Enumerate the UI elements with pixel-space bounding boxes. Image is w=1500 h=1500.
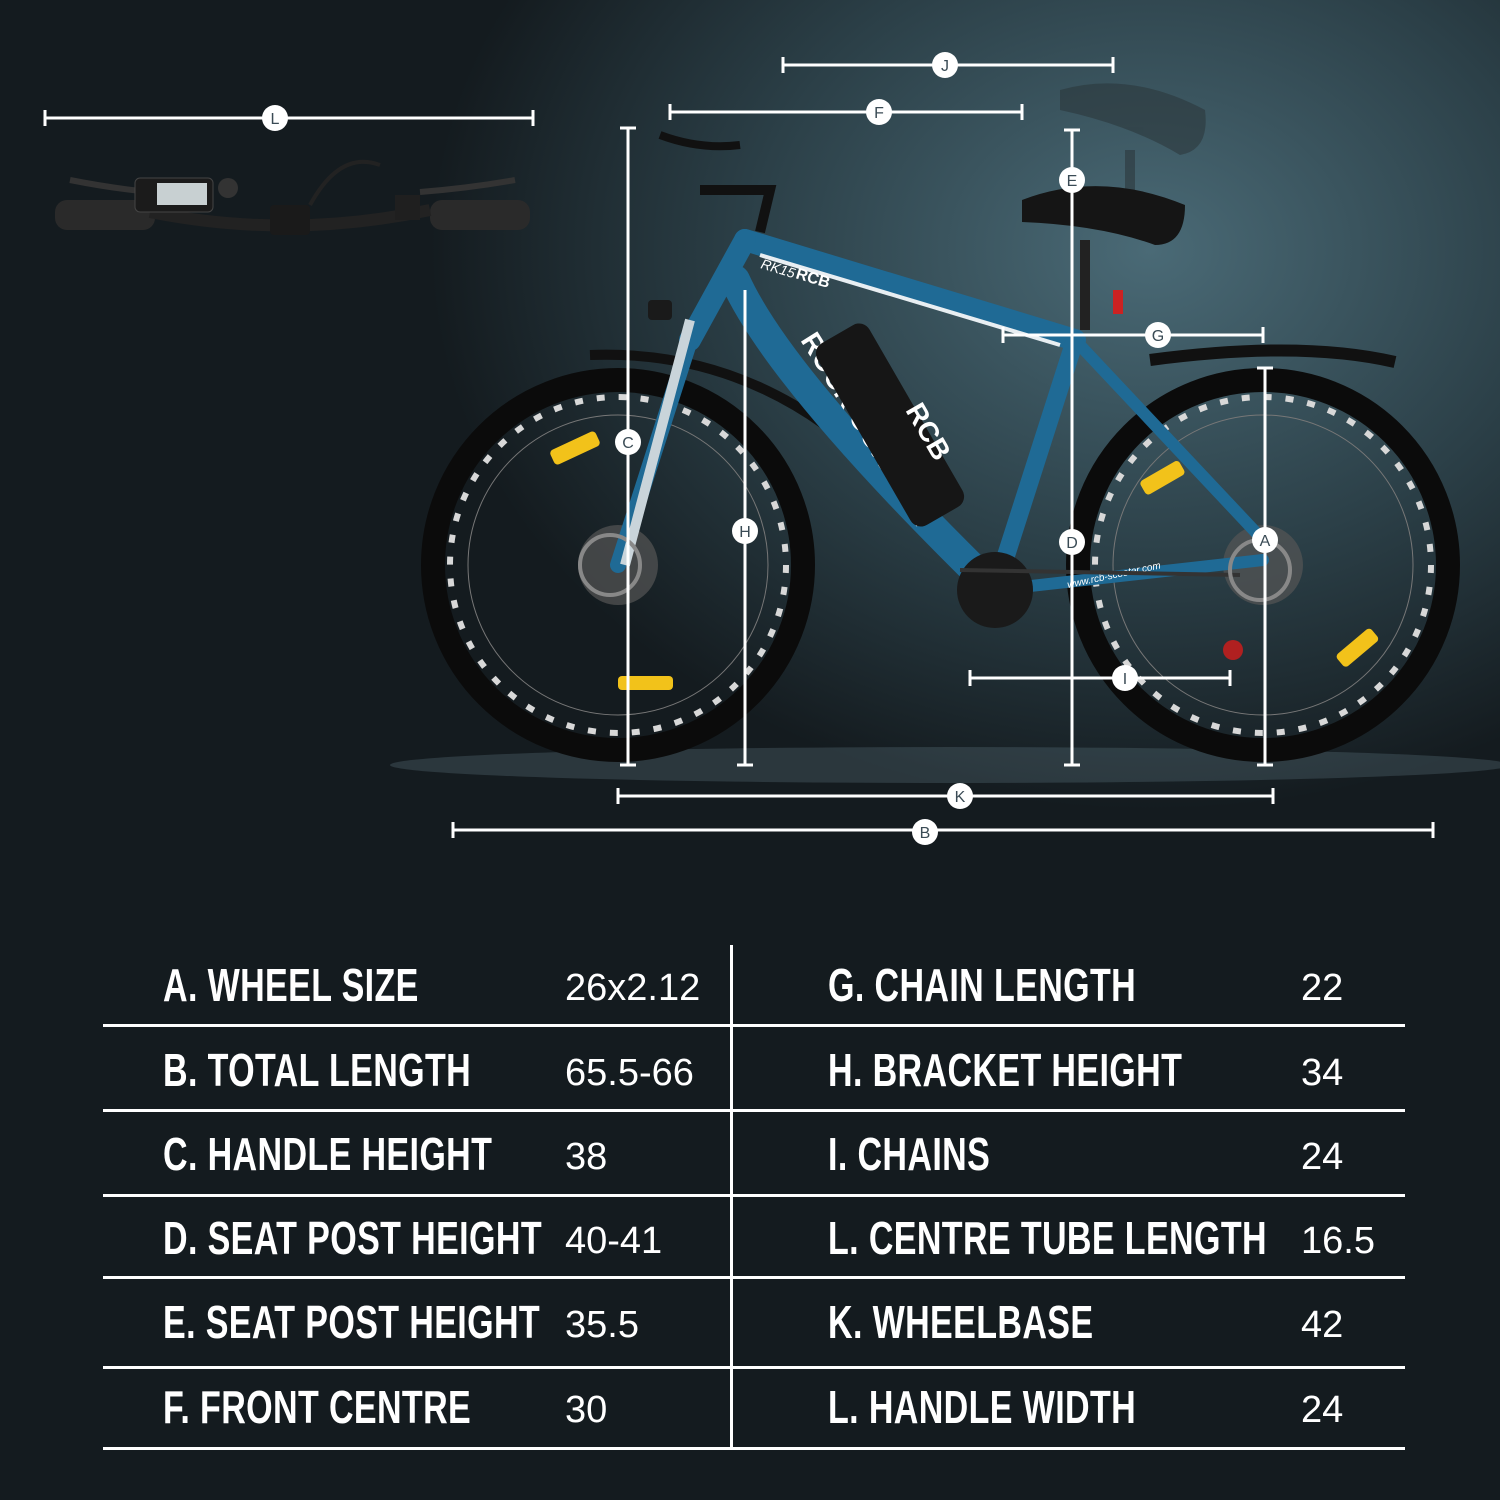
svg-text:J: J — [941, 58, 949, 75]
seat — [1022, 186, 1185, 330]
fork — [620, 318, 695, 567]
spec-label: B. TOTAL LENGTH — [163, 1044, 472, 1096]
marker-b: B — [912, 819, 938, 845]
row-divider — [103, 1447, 1405, 1450]
marker-g: G — [1145, 322, 1171, 348]
dimension-line-a — [1257, 366, 1273, 767]
marker-j: J — [932, 52, 958, 78]
spec-table — [103, 945, 1405, 1450]
rear-fender — [1149, 344, 1397, 368]
spec-label: A. WHEEL SIZE — [163, 959, 419, 1011]
spec-value: 26x2.12 — [565, 967, 701, 1009]
marker-c: C — [615, 429, 641, 455]
spec-label: C. HANDLE HEIGHT — [163, 1128, 493, 1180]
row-divider — [103, 1194, 1405, 1197]
marker-e: E — [1059, 167, 1085, 193]
spec-label: D. SEAT POST HEIGHT — [163, 1212, 542, 1264]
dimension-line-g — [1001, 327, 1265, 343]
dimension-line-e-d — [1064, 128, 1080, 767]
spec-label: F. FRONT CENTRE — [163, 1381, 472, 1433]
spec-value: 40-41 — [565, 1220, 663, 1262]
seat-raised — [1060, 83, 1206, 210]
marker-i: I — [1112, 665, 1138, 691]
spec-value: 38 — [565, 1136, 608, 1178]
spec-value: 34 — [1301, 1052, 1344, 1094]
bike-diagram: RK15 RCB ROCK OUR LIFE www.rcb-scooter.c… — [43, 52, 1500, 845]
svg-text:I: I — [1123, 671, 1127, 688]
stem — [700, 185, 777, 234]
marker-a: A — [1252, 527, 1278, 553]
dimension-line-b — [451, 822, 1435, 838]
spec-value: 30 — [565, 1389, 608, 1431]
spec-label: K. WHEELBASE — [828, 1296, 1094, 1348]
spec-value: 22 — [1301, 967, 1344, 1009]
front-fender — [589, 349, 828, 430]
front-disc-brake — [578, 533, 642, 597]
dimension-line-l — [43, 110, 535, 126]
svg-text:D: D — [1066, 535, 1078, 552]
spec-value: 65.5-66 — [565, 1052, 694, 1094]
spec-label: G. CHAIN LENGTH — [828, 959, 1137, 1011]
svg-text:B: B — [920, 825, 931, 842]
svg-text:C: C — [622, 435, 634, 452]
handlebar-image — [55, 159, 530, 235]
headlight — [648, 300, 672, 320]
row-divider — [103, 1109, 1405, 1112]
spec-label: E. SEAT POST HEIGHT — [163, 1296, 541, 1348]
marker-f: F — [866, 99, 892, 125]
handlebar — [658, 131, 741, 151]
svg-text:K: K — [955, 789, 966, 806]
derailleur — [1223, 640, 1243, 660]
spec-label: L. HANDLE WIDTH — [828, 1381, 1137, 1433]
dimension-line-i — [968, 670, 1232, 686]
svg-text:F: F — [874, 105, 884, 122]
marker-k: K — [947, 783, 973, 809]
svg-text:L: L — [271, 111, 280, 128]
svg-text:A: A — [1260, 533, 1271, 550]
svg-text:H: H — [739, 524, 751, 541]
chain — [959, 568, 1241, 577]
spec-value: 42 — [1301, 1304, 1344, 1346]
spec-label: L. CENTRE TUBE LENGTH — [828, 1212, 1267, 1264]
frame-stripe — [759, 253, 1061, 347]
row-divider — [103, 1024, 1405, 1027]
row-divider — [103, 1366, 1405, 1369]
spec-label: H. BRACKET HEIGHT — [828, 1044, 1183, 1096]
spec-value: 24 — [1301, 1136, 1344, 1178]
marker-d: D — [1059, 529, 1085, 555]
svg-text:E: E — [1067, 173, 1078, 190]
row-divider — [103, 1276, 1405, 1279]
marker-h: H — [732, 518, 758, 544]
svg-text:G: G — [1152, 328, 1164, 345]
spec-label: I. CHAINS — [828, 1128, 991, 1180]
chainring — [957, 552, 1033, 628]
spec-value: 24 — [1301, 1389, 1344, 1431]
dimension-line-f — [668, 104, 1024, 120]
spec-value: 16.5 — [1301, 1220, 1375, 1262]
spec-value: 35.5 — [565, 1304, 639, 1346]
rear-wheel — [1066, 368, 1460, 762]
dimension-line-k — [616, 788, 1275, 804]
marker-l: L — [262, 105, 288, 131]
front-wheel — [421, 368, 815, 762]
